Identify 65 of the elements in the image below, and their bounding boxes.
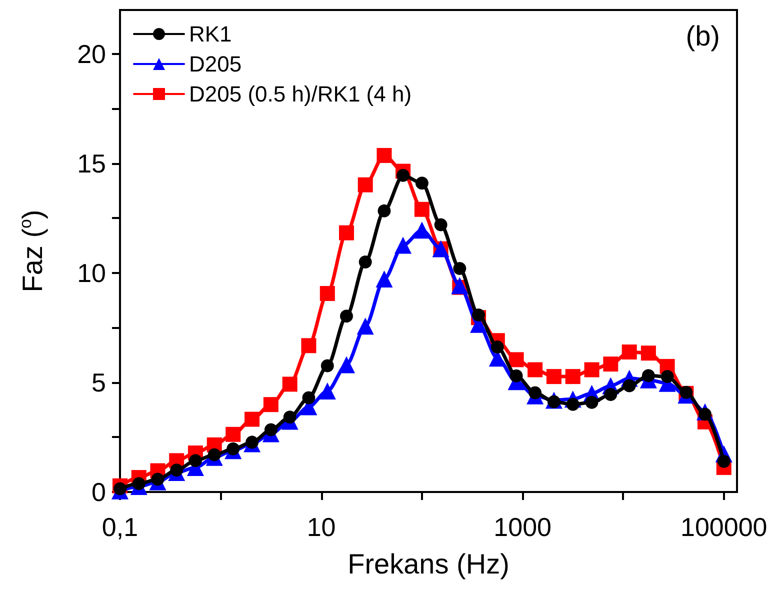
y-tick-label: 15 bbox=[77, 148, 106, 178]
point bbox=[472, 308, 486, 322]
point bbox=[603, 356, 618, 372]
point bbox=[340, 310, 353, 323]
x-tick-label: 10 bbox=[306, 512, 336, 542]
y-tick-label: 20 bbox=[77, 38, 106, 69]
point bbox=[282, 376, 298, 392]
point bbox=[660, 370, 674, 384]
x-tick-label: 0,1 bbox=[102, 512, 138, 542]
point bbox=[376, 148, 392, 163]
point bbox=[584, 362, 600, 378]
point bbox=[376, 270, 393, 288]
y-tick-label: 5 bbox=[92, 367, 106, 398]
point bbox=[208, 448, 221, 462]
point bbox=[604, 388, 618, 401]
legend-label: D205 bbox=[189, 52, 242, 76]
x-tick-label: 100000 bbox=[680, 512, 768, 542]
point bbox=[301, 338, 316, 354]
x-tick-label: 1000 bbox=[494, 512, 552, 542]
point bbox=[170, 464, 184, 477]
point bbox=[283, 410, 296, 424]
point bbox=[546, 369, 562, 384]
point bbox=[132, 477, 146, 490]
point bbox=[622, 344, 637, 360]
point bbox=[490, 340, 504, 354]
point bbox=[642, 369, 655, 382]
point bbox=[358, 255, 372, 268]
point bbox=[188, 454, 202, 468]
point bbox=[508, 352, 524, 368]
point bbox=[394, 236, 412, 254]
point bbox=[320, 359, 334, 372]
annotation: (b) bbox=[686, 20, 720, 52]
point bbox=[151, 472, 164, 486]
point bbox=[453, 262, 466, 276]
point bbox=[358, 177, 373, 192]
point bbox=[338, 356, 355, 374]
y-axis-title: Faz (o) bbox=[16, 210, 48, 292]
point bbox=[415, 176, 428, 190]
point bbox=[396, 168, 410, 182]
point bbox=[226, 426, 241, 442]
point bbox=[302, 391, 316, 404]
point bbox=[318, 382, 336, 400]
point bbox=[264, 423, 278, 436]
point bbox=[585, 396, 598, 409]
point bbox=[413, 222, 430, 239]
point bbox=[717, 454, 730, 468]
legend-label: RK1 bbox=[189, 22, 232, 46]
point bbox=[565, 369, 580, 384]
point bbox=[339, 225, 354, 240]
x-axis-title: Frekans (Hz) bbox=[348, 548, 510, 580]
y-tick-label: 10 bbox=[77, 258, 106, 288]
point bbox=[510, 369, 523, 382]
point bbox=[622, 379, 636, 392]
point bbox=[263, 397, 278, 412]
point bbox=[528, 362, 543, 378]
point bbox=[528, 386, 542, 400]
legend-label: D205 (0.5 h)/RK1 (4 h) bbox=[189, 82, 412, 106]
point bbox=[320, 286, 335, 302]
point bbox=[434, 218, 448, 232]
point bbox=[244, 412, 260, 427]
point bbox=[378, 204, 391, 218]
point bbox=[356, 318, 374, 335]
y-tick-label: 0 bbox=[92, 477, 106, 507]
point bbox=[640, 346, 656, 361]
point bbox=[414, 202, 430, 217]
